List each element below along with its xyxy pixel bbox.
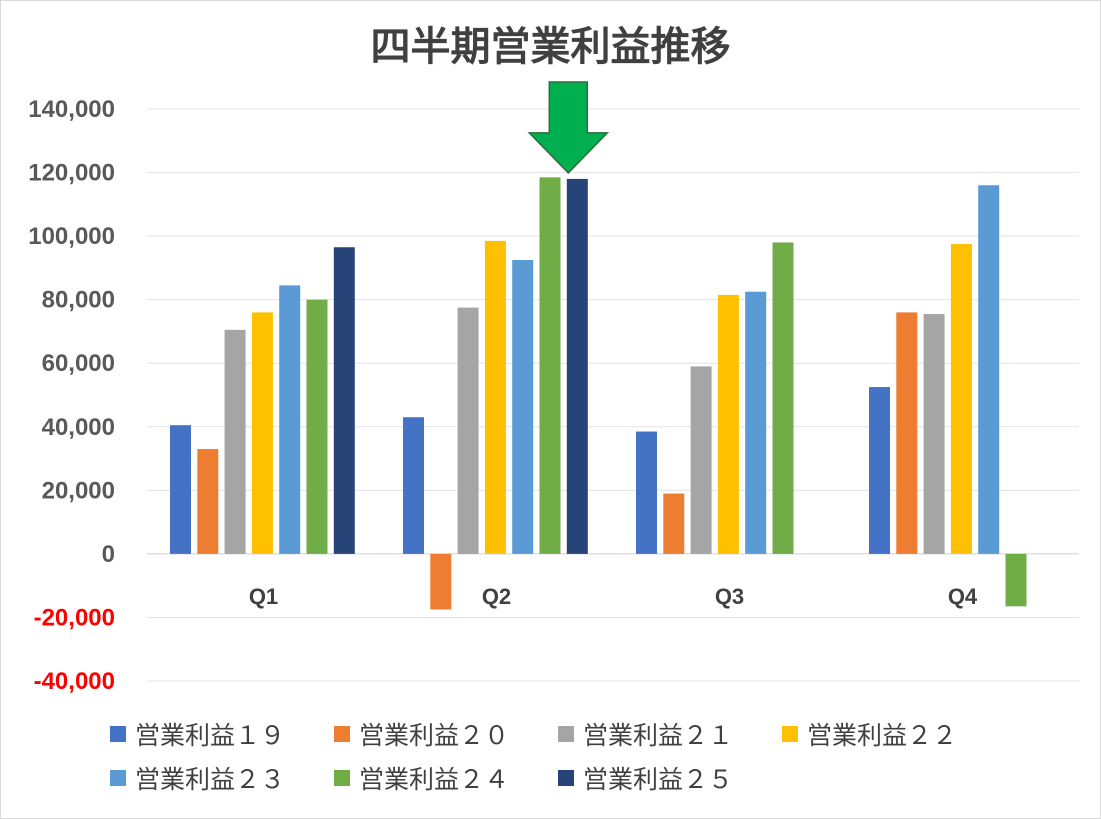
y-tick-label: 80,000 bbox=[42, 287, 115, 314]
bar-20-q3 bbox=[663, 493, 685, 554]
bar-20-q4 bbox=[896, 312, 918, 554]
bar-19-q2 bbox=[403, 417, 424, 554]
bar-22-q3 bbox=[717, 294, 739, 554]
y-tick-label: 40,000 bbox=[42, 414, 115, 441]
legend-item: 営業利益２３ bbox=[110, 760, 334, 796]
bar-25-q1 bbox=[333, 247, 355, 554]
y-tick-label: 140,000 bbox=[28, 96, 115, 123]
bar-21-q4 bbox=[923, 313, 945, 554]
chart-legend: 営業利益１９ 営業利益２０ 営業利益２１ 営業利益２２ 営業利益２３ 営業利益２４ 営業利益… bbox=[110, 712, 1070, 800]
legend-label: 営業利益２２ bbox=[807, 721, 958, 750]
y-tick-label: 60,000 bbox=[42, 350, 115, 377]
legend-item: 営業利益２４ bbox=[334, 760, 558, 796]
bar-23-q3 bbox=[745, 291, 767, 554]
legend-swatch bbox=[110, 726, 126, 742]
bar-24-q2 bbox=[539, 177, 561, 554]
bar-21-q1 bbox=[224, 329, 246, 554]
bar-23-q4 bbox=[978, 185, 1000, 554]
bar-20-q1 bbox=[197, 449, 219, 554]
x-tick-label: Q4 bbox=[948, 584, 978, 609]
y-tick-label: -40,000 bbox=[34, 668, 115, 695]
y-tick-label: 0 bbox=[102, 541, 115, 568]
bar-23-q1 bbox=[279, 285, 301, 554]
legend-label: 営業利益２４ bbox=[359, 765, 510, 794]
bar-24-q1 bbox=[306, 299, 328, 554]
y-tick-label: 100,000 bbox=[28, 223, 115, 250]
legend-item: 営業利益２５ bbox=[558, 760, 782, 796]
chart-title: 四半期営業利益推移 bbox=[370, 24, 731, 70]
legend-swatch bbox=[334, 770, 350, 786]
bar-21-q3 bbox=[690, 366, 712, 554]
legend-item: 営業利益２２ bbox=[782, 716, 1006, 752]
legend-label: 営業利益２３ bbox=[135, 765, 286, 794]
x-tick-label: Q1 bbox=[249, 584, 278, 609]
legend-label: 営業利益２１ bbox=[583, 721, 734, 750]
bar-21-q2 bbox=[457, 307, 479, 554]
x-tick-label: Q2 bbox=[482, 584, 511, 609]
down-arrow-icon bbox=[527, 81, 610, 174]
bar-24-q4 bbox=[1005, 553, 1027, 607]
legend-swatch bbox=[558, 770, 574, 786]
bar-20-q2 bbox=[430, 553, 452, 610]
legend-label: 営業利益２５ bbox=[583, 765, 734, 794]
bar-19-q1 bbox=[170, 425, 191, 554]
bar-23-q2 bbox=[512, 259, 534, 554]
bar-19-q3 bbox=[636, 431, 657, 554]
y-tick-label: 120,000 bbox=[28, 160, 115, 187]
bar-24-q3 bbox=[772, 242, 794, 554]
legend-swatch bbox=[558, 726, 574, 742]
legend-item: 営業利益２０ bbox=[334, 716, 558, 752]
bar-22-q2 bbox=[484, 240, 506, 554]
x-tick-label: Q3 bbox=[715, 584, 744, 609]
bar-22-q1 bbox=[251, 312, 273, 554]
bar-19-q4 bbox=[869, 387, 890, 554]
legend-swatch bbox=[110, 770, 126, 786]
legend-label: 営業利益１９ bbox=[135, 721, 286, 750]
legend-item: 営業利益１９ bbox=[110, 716, 334, 752]
legend-row: 営業利益２３ 営業利益２４ 営業利益２５ bbox=[110, 756, 1070, 800]
legend-item: 営業利益２１ bbox=[558, 716, 782, 752]
legend-swatch bbox=[334, 726, 350, 742]
legend-row: 営業利益１９ 営業利益２０ 営業利益２１ 営業利益２２ bbox=[110, 712, 1070, 756]
y-tick-label: -20,000 bbox=[34, 604, 115, 631]
bar-25-q2 bbox=[566, 178, 588, 554]
bar-22-q4 bbox=[950, 244, 972, 554]
y-tick-label: 20,000 bbox=[42, 477, 115, 504]
legend-label: 営業利益２０ bbox=[359, 721, 510, 750]
legend-swatch bbox=[782, 726, 798, 742]
